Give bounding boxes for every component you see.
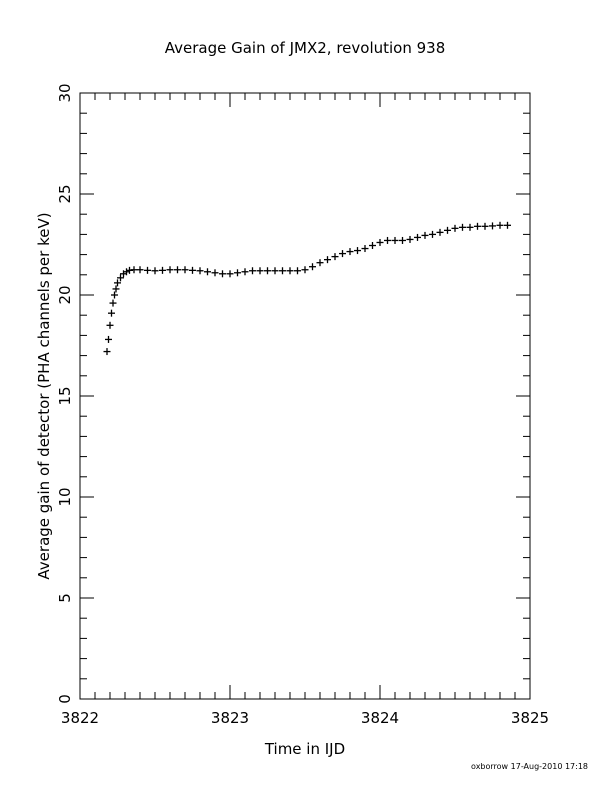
data-point: [174, 266, 181, 274]
data-point: [112, 285, 120, 293]
data-point: [196, 267, 204, 275]
data-point: [226, 270, 234, 278]
y-tick-label: 25: [56, 184, 74, 203]
data-point: [339, 250, 346, 258]
data-point: [181, 266, 189, 274]
data-point: [399, 236, 406, 244]
data-point: [103, 348, 111, 356]
data-point: [376, 238, 384, 246]
y-axis-label: Average gain of detector (PHA channels p…: [35, 212, 53, 579]
data-point: [136, 266, 144, 274]
data-point: [159, 266, 166, 274]
data-points: [103, 221, 511, 356]
data-point: [106, 321, 114, 329]
data-point: [109, 299, 117, 307]
x-tick-label: 3825: [511, 709, 549, 727]
data-point: [211, 269, 219, 277]
data-point: [105, 335, 112, 343]
data-point: [123, 268, 130, 276]
x-axis-label: Time in IJD: [264, 740, 345, 758]
data-point: [361, 245, 369, 253]
data-point: [324, 256, 331, 264]
data-point: [316, 259, 324, 267]
data-point: [130, 266, 138, 274]
data-point: [421, 231, 429, 239]
data-point: [504, 221, 511, 229]
data-point: [256, 267, 264, 275]
footer-credit: oxborrow 17-Aug-2010 17:18: [471, 762, 588, 771]
data-point: [151, 267, 159, 275]
y-tick-label: 10: [56, 487, 74, 506]
data-point: [294, 267, 301, 275]
data-point: [466, 223, 474, 231]
data-point: [279, 267, 286, 275]
data-point: [436, 228, 444, 236]
y-tick-label: 30: [56, 83, 74, 102]
data-point: [451, 224, 459, 232]
data-point: [489, 222, 496, 230]
data-point: [429, 230, 436, 238]
data-point: [166, 266, 174, 274]
data-point: [301, 266, 309, 274]
data-point: [108, 309, 115, 317]
data-point: [474, 222, 481, 230]
data-point: [481, 222, 489, 230]
data-point: [264, 267, 271, 275]
data-point: [111, 291, 118, 299]
data-point: [144, 266, 151, 274]
y-tick-label: 5: [56, 593, 74, 603]
y-tick-label: 20: [56, 285, 74, 304]
data-point: [346, 248, 354, 256]
plot-frame: [79, 92, 531, 700]
data-point: [249, 267, 256, 275]
data-point: [309, 263, 316, 271]
y-tick-label: 15: [56, 386, 74, 405]
data-point: [496, 221, 504, 229]
data-point: [219, 270, 226, 278]
y-tick-label: 0: [56, 694, 74, 704]
data-point: [354, 247, 361, 255]
data-point: [391, 236, 399, 244]
data-point: [444, 226, 451, 234]
data-point: [459, 223, 466, 231]
data-point: [331, 253, 339, 261]
data-point: [406, 235, 414, 243]
tick-labels: 3822 3823 3824 3825 0 5 10 15 20 25 30: [56, 83, 549, 727]
x-tick-label: 3822: [61, 709, 99, 727]
data-point: [241, 268, 249, 276]
data-point: [271, 267, 279, 275]
data-point: [234, 269, 241, 277]
data-point: [114, 279, 121, 287]
data-point: [414, 233, 421, 241]
data-point: [286, 267, 294, 275]
data-point: [384, 236, 391, 244]
x-tick-label: 3823: [211, 709, 249, 727]
data-point: [204, 268, 211, 276]
axis-ticks: [79, 92, 531, 700]
x-tick-label: 3824: [361, 709, 399, 727]
data-point: [369, 242, 376, 250]
data-point: [189, 266, 196, 274]
data-point: [117, 274, 124, 282]
chart-title: Average Gain of JMX2, revolution 938: [165, 39, 446, 57]
